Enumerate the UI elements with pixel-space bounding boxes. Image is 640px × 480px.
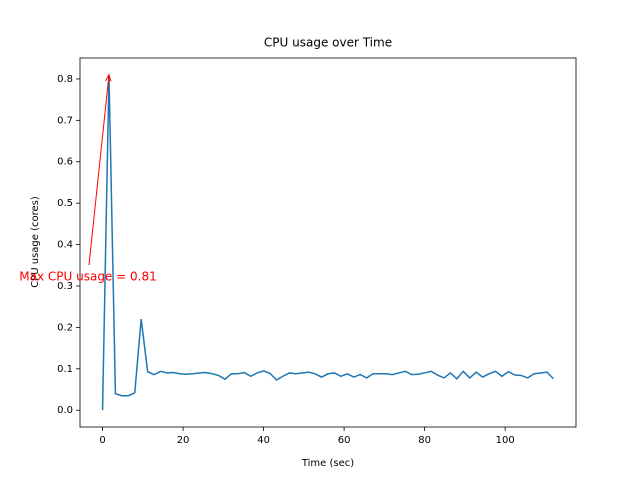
annotation-arrowhead — [105, 73, 112, 82]
y-tick-label: 0.5 — [57, 198, 73, 209]
y-tick-label: 0.7 — [57, 115, 73, 126]
y-tick-label: 0.2 — [57, 322, 73, 333]
annotation: Max CPU usage = 0.81 — [19, 270, 156, 284]
x-tick-label: 20 — [177, 435, 190, 446]
x-tick-label: 60 — [338, 435, 351, 446]
y-tick-label: 0.3 — [57, 281, 73, 292]
y-tick-label: 0.4 — [57, 240, 73, 251]
x-tick-label: 40 — [257, 435, 270, 446]
y-tick-label: 0.1 — [57, 364, 73, 375]
x-tick-label: 0 — [99, 435, 105, 446]
x-tick-label: 80 — [418, 435, 431, 446]
plot-frame — [79, 57, 577, 428]
annotation-arrow — [88, 74, 110, 266]
y-tick-label: 0.0 — [57, 405, 73, 416]
x-tick-label: 100 — [496, 435, 515, 446]
y-axis-label: CPU usage (cores) — [30, 196, 41, 288]
chart-title: CPU usage over Time — [264, 36, 392, 50]
y-tick-label: 0.6 — [57, 157, 73, 168]
line-series — [101, 74, 554, 411]
x-axis-label: Time (sec) — [301, 458, 354, 469]
y-tick-label: 0.8 — [57, 74, 73, 85]
